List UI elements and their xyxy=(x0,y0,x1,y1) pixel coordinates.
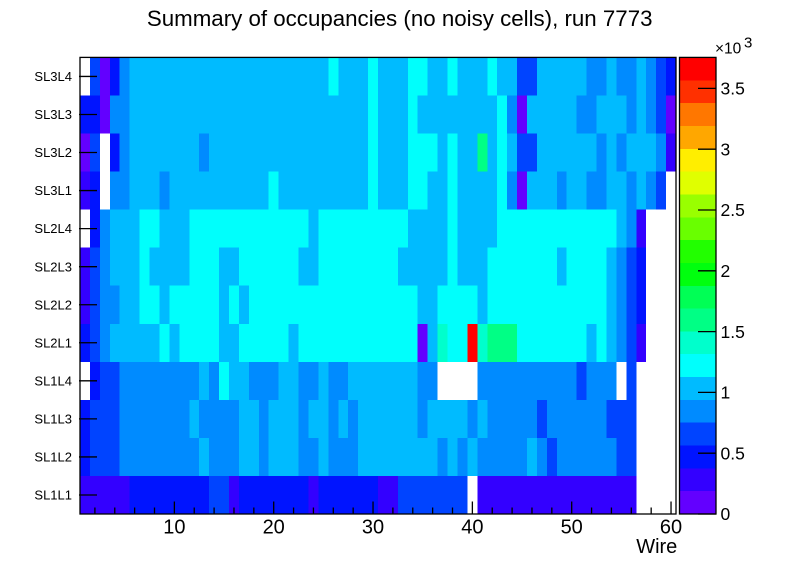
svg-text:SL2L3: SL2L3 xyxy=(34,259,72,274)
svg-text:0: 0 xyxy=(721,504,731,524)
svg-text:SL1L1: SL1L1 xyxy=(34,488,72,503)
svg-text:×10: ×10 xyxy=(715,41,742,58)
svg-text:30: 30 xyxy=(362,516,384,538)
svg-text:SL3L4: SL3L4 xyxy=(34,69,72,84)
svg-text:SL1L4: SL1L4 xyxy=(34,373,72,388)
svg-text:1.5: 1.5 xyxy=(721,322,745,342)
svg-text:SL3L3: SL3L3 xyxy=(34,107,72,122)
svg-text:3: 3 xyxy=(721,139,731,159)
svg-text:20: 20 xyxy=(263,516,285,538)
svg-text:Summary of occupancies (no noi: Summary of occupancies (no noisy cells),… xyxy=(147,6,653,31)
svg-text:SL1L2: SL1L2 xyxy=(34,450,72,465)
svg-text:40: 40 xyxy=(461,516,483,538)
svg-text:0.5: 0.5 xyxy=(721,443,745,463)
svg-text:SL1L3: SL1L3 xyxy=(34,411,72,426)
svg-text:SL2L4: SL2L4 xyxy=(34,221,72,236)
svg-text:SL2L1: SL2L1 xyxy=(34,335,72,350)
svg-text:2: 2 xyxy=(721,261,731,281)
svg-text:3.5: 3.5 xyxy=(721,79,745,99)
svg-text:SL2L2: SL2L2 xyxy=(34,297,72,312)
svg-text:50: 50 xyxy=(561,516,583,538)
svg-text:60: 60 xyxy=(660,516,682,538)
svg-text:1: 1 xyxy=(721,383,731,403)
svg-text:10: 10 xyxy=(163,516,185,538)
svg-text:3: 3 xyxy=(744,35,752,52)
svg-text:SL3L2: SL3L2 xyxy=(34,145,72,160)
svg-text:Wire: Wire xyxy=(636,536,677,558)
svg-text:2.5: 2.5 xyxy=(721,200,745,220)
svg-text:SL3L1: SL3L1 xyxy=(34,183,72,198)
